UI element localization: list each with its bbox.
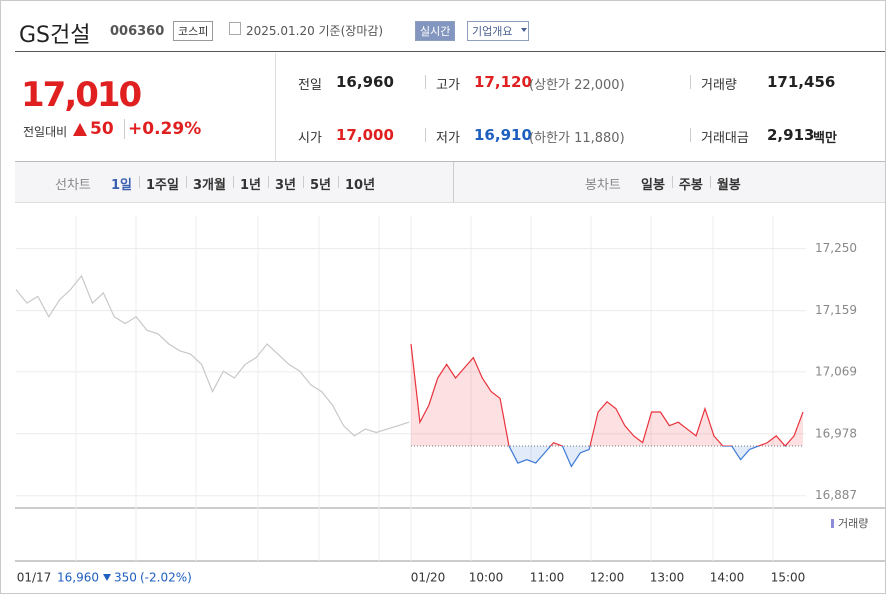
tab-bar [15,161,885,203]
up-icon [73,123,87,136]
tab[interactable]: 1일 [111,178,133,193]
tab[interactable]: 5년 [309,178,331,193]
divider [425,128,426,142]
price-line [410,343,804,468]
x-tick-label: 11:00 [530,571,565,585]
price: 17,010 [21,75,142,115]
tab[interactable]: 1주일 [146,178,179,193]
x-tick-label: 12:00 [590,571,625,585]
area [411,343,803,467]
volume-legend-swatch [831,519,834,528]
x-tick-label: 14:00 [710,571,745,585]
tab[interactable]: 월봉 [716,178,741,193]
stat-label: 전일 [298,78,322,93]
stat-label: 시가 [298,131,322,146]
divider [185,176,187,188]
stat-value: 16,910 [474,126,532,144]
stat-note: (상한가 22,000) [529,78,625,93]
tab[interactable]: 주봉 [678,178,703,193]
code: 006360 [110,24,165,39]
divider [275,53,276,161]
tab-label: 선차트 [55,178,91,193]
stat-unit: 백만 [813,131,837,146]
stat-value: 171,456 [767,73,836,91]
tab[interactable]: 10년 [345,178,376,193]
volume-legend: 거래량 [838,517,868,530]
x-tick-label: 10:00 [469,571,504,585]
tab[interactable]: 1년 [239,178,261,193]
tab[interactable]: 3년 [274,178,296,193]
divider [690,128,691,142]
stat-value: 2,913 [767,126,815,144]
divider [232,176,234,188]
stat-value: 17,120 [474,73,532,91]
x-tick-label: 01/20 [411,571,446,585]
y-tick-label: 16,887 [815,488,857,502]
tab-label: 봉차트 [585,178,621,193]
market-badge: 코스피 [173,21,214,41]
date: 2025.01.20 기준(장마감) [246,24,384,38]
stat-label: 거래량 [701,78,737,93]
divider [453,162,454,202]
change: 50 [90,119,114,139]
company-button[interactable]: 기업개요 [467,21,530,41]
x-tick-label: 13:00 [650,571,685,585]
divider [15,51,885,52]
divider [690,75,691,89]
title: GS건설 [19,23,91,48]
x-tick-label: 01/17 [17,571,52,585]
y-tick-label: 17,069 [815,364,857,378]
divider [139,176,141,188]
stat-label: 거래대금 [701,131,749,146]
down-icon [103,574,111,581]
change-label: 전일대비 [23,125,68,139]
footer-close: 16,960 [57,571,99,585]
change-pct: +0.29% [124,119,201,139]
footer-change: 350 [114,571,137,585]
stat-label: 저가 [436,131,460,146]
calendar-icon [229,22,241,35]
divider [709,176,711,188]
price-line [15,274,410,437]
divider [338,176,339,188]
divider [425,75,426,89]
x-tick-label: 15:00 [771,571,806,585]
y-tick-label: 17,159 [815,303,857,317]
stat-label: 고가 [436,78,460,93]
tab[interactable]: 일봉 [641,178,665,193]
stat-value: 17,000 [336,126,394,144]
y-tick-label: 16,978 [815,426,857,440]
stat-value: 16,960 [336,73,394,91]
divider [671,176,673,188]
footer-change-pct: (-2.02%) [140,571,192,585]
tab[interactable]: 3개월 [192,178,226,193]
divider [302,176,304,188]
divider [267,176,269,188]
y-tick-label: 17,250 [815,241,857,255]
stat-note: (하한가 11,880) [529,131,625,146]
dropdown-icon [521,28,527,32]
realtime-button[interactable]: 실시간 [415,21,456,41]
